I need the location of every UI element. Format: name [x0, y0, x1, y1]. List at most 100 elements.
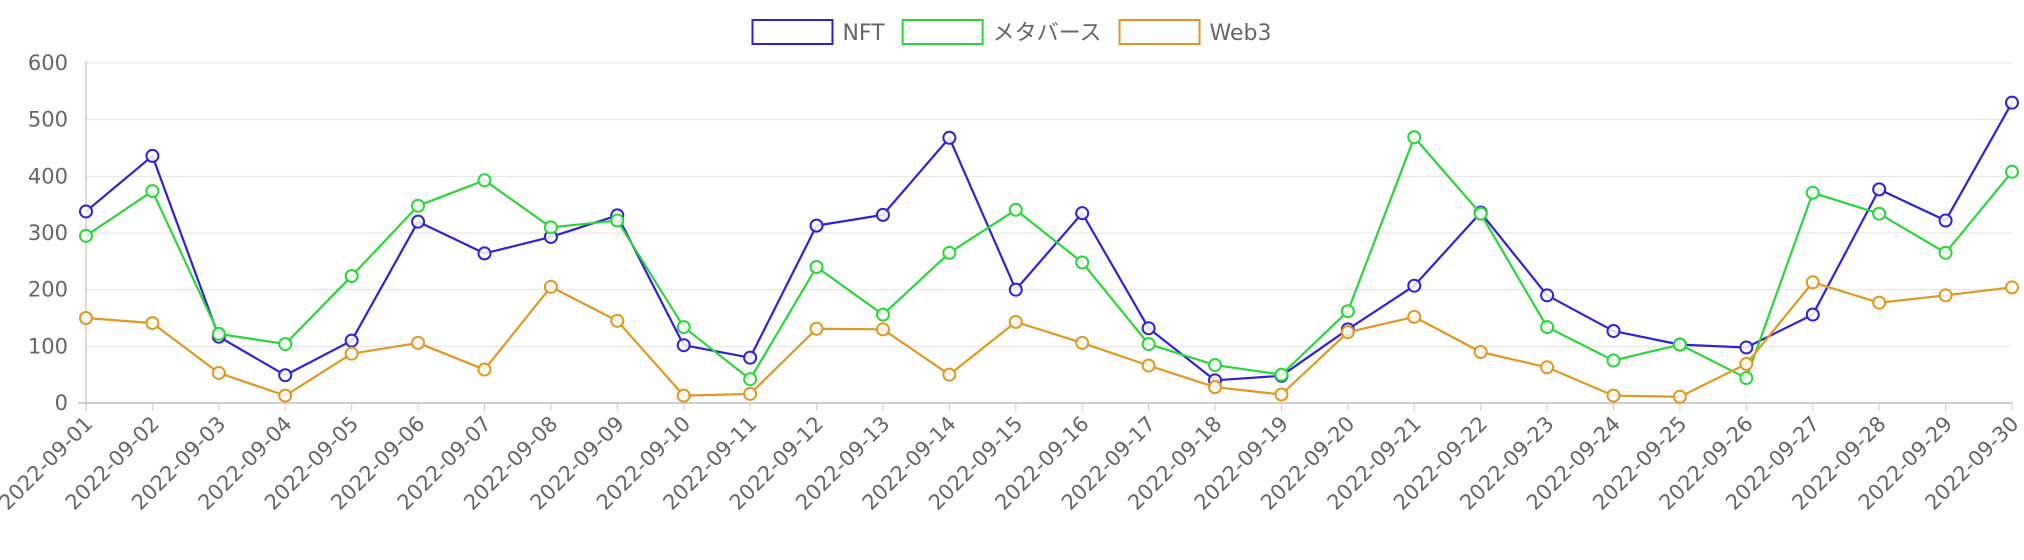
series-layer — [79, 95, 2019, 404]
data-point — [278, 388, 293, 403]
data-point — [1141, 358, 1156, 373]
data-point — [1739, 371, 1754, 386]
y-tick-label: 500 — [28, 108, 68, 132]
data-point — [1208, 358, 1223, 373]
data-point — [809, 218, 824, 233]
axes — [78, 61, 2012, 411]
data-point — [676, 338, 691, 353]
data-point — [145, 148, 160, 163]
data-point — [1872, 206, 1887, 221]
data-point — [1938, 213, 1953, 228]
series-1 — [79, 95, 2019, 388]
y-tick-label: 0 — [55, 391, 68, 415]
y-tick-label: 400 — [28, 164, 68, 188]
data-point — [145, 184, 160, 199]
legend-swatch — [751, 19, 834, 45]
data-point — [477, 246, 492, 261]
data-point — [1805, 275, 1820, 290]
data-point — [1540, 320, 1555, 335]
legend-label: NFT — [842, 21, 885, 46]
series-2 — [79, 130, 2019, 387]
data-point — [79, 311, 93, 325]
y-tick-label: 100 — [28, 334, 68, 358]
data-point — [1473, 206, 1488, 221]
data-point — [875, 207, 890, 222]
data-point — [1805, 185, 1820, 200]
data-point — [344, 333, 359, 348]
data-point — [676, 320, 691, 335]
data-point — [1540, 288, 1555, 303]
x-axis-ticks: 2022-09-012022-09-022022-09-032022-09-04… — [0, 403, 2024, 515]
data-point — [344, 269, 359, 284]
gridlines — [86, 62, 2012, 347]
series-line — [85, 136, 2013, 381]
data-point — [1606, 388, 1621, 403]
legend-item-1: NFT — [751, 19, 885, 46]
series-3 — [79, 275, 2019, 404]
data-point — [743, 372, 758, 387]
data-point — [809, 260, 824, 274]
y-tick-label: 200 — [28, 278, 68, 302]
data-point — [1075, 255, 1090, 270]
data-point — [477, 362, 492, 377]
data-point — [1208, 380, 1223, 395]
data-point — [1805, 307, 1820, 322]
data-point — [875, 322, 890, 337]
data-point — [543, 220, 558, 235]
data-point — [875, 307, 890, 322]
data-point — [411, 214, 426, 229]
legend-swatch — [1118, 19, 1201, 45]
data-point — [743, 386, 758, 401]
series-line — [85, 281, 2013, 398]
data-point — [2005, 280, 2019, 295]
data-point — [1075, 335, 1090, 350]
data-point — [211, 365, 226, 380]
data-point — [1872, 182, 1887, 197]
data-point — [1274, 387, 1289, 402]
data-point — [1739, 356, 1754, 371]
data-point — [1606, 353, 1621, 368]
data-point — [1008, 314, 1023, 329]
data-point — [1141, 337, 1156, 352]
data-point — [942, 245, 957, 260]
data-point — [211, 326, 226, 341]
y-tick-label: 300 — [28, 221, 68, 245]
data-point — [2005, 164, 2019, 179]
data-point — [79, 204, 93, 219]
data-point — [477, 173, 492, 188]
data-point — [1075, 206, 1090, 221]
data-point — [1340, 325, 1355, 340]
data-point — [1938, 288, 1953, 303]
data-point — [1407, 309, 1422, 324]
data-point — [1274, 367, 1289, 382]
data-point — [1938, 245, 1953, 260]
data-point — [1008, 202, 1023, 217]
data-point — [1008, 282, 1023, 297]
data-point — [145, 316, 160, 331]
data-point — [942, 130, 957, 145]
data-point — [610, 313, 625, 328]
data-point — [1739, 340, 1754, 355]
data-point — [1672, 389, 1687, 404]
y-axis-ticks: 0 100 200 300 400 500 600 — [28, 51, 68, 415]
series-line — [85, 102, 2013, 382]
legend: NFT メタバース Web3 — [751, 19, 1272, 46]
data-point — [1540, 360, 1555, 375]
data-point — [1340, 304, 1355, 319]
legend-label: メタバース — [993, 21, 1102, 46]
legend-label: Web3 — [1210, 21, 1272, 46]
data-point — [610, 213, 625, 228]
data-point — [1473, 345, 1488, 359]
data-point — [543, 279, 558, 294]
data-point — [809, 321, 824, 336]
data-point — [278, 368, 293, 383]
data-point — [1407, 278, 1422, 293]
data-point — [278, 337, 293, 352]
data-point — [1606, 324, 1621, 339]
data-point — [411, 335, 426, 350]
y-tick-label: 600 — [28, 51, 68, 75]
data-point — [676, 388, 691, 403]
data-point — [1872, 295, 1887, 310]
data-point — [79, 228, 93, 243]
